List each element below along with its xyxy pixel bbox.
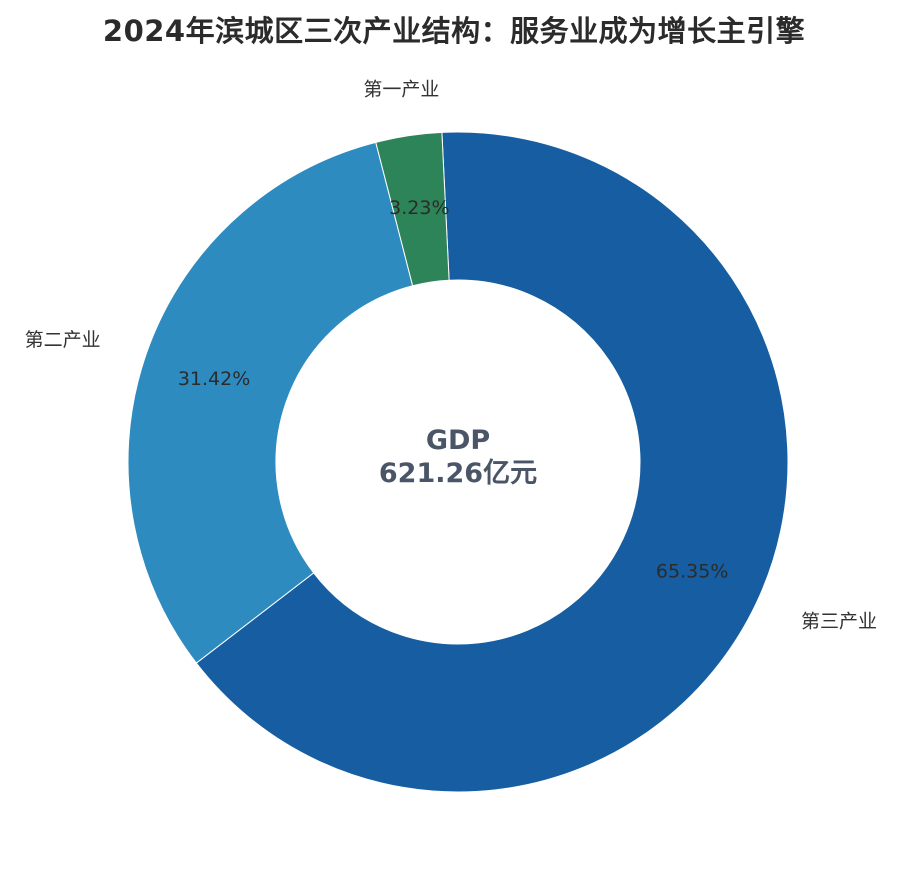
value-label-second-industry: 31.42% <box>178 368 250 390</box>
center-label-value: 621.26亿元 <box>378 458 538 489</box>
value-label-first-industry: 3.23% <box>389 197 449 219</box>
center-label-gdp: GDP <box>425 425 491 456</box>
slice-third-industry <box>195 131 789 793</box>
value-label-third-industry: 65.35% <box>656 560 728 582</box>
category-label-second-industry: 第二产业 <box>25 329 101 351</box>
chart-title: 2024年滨城区三次产业结构：服务业成为增长主引擎 <box>102 14 806 48</box>
category-label-first-industry: 第一产业 <box>363 78 439 100</box>
category-label-third-industry: 第三产业 <box>801 611 877 633</box>
slice-second-industry <box>127 141 414 664</box>
slice-first-industry <box>375 131 450 287</box>
center-label: GDP 621.26亿元 <box>358 424 558 490</box>
